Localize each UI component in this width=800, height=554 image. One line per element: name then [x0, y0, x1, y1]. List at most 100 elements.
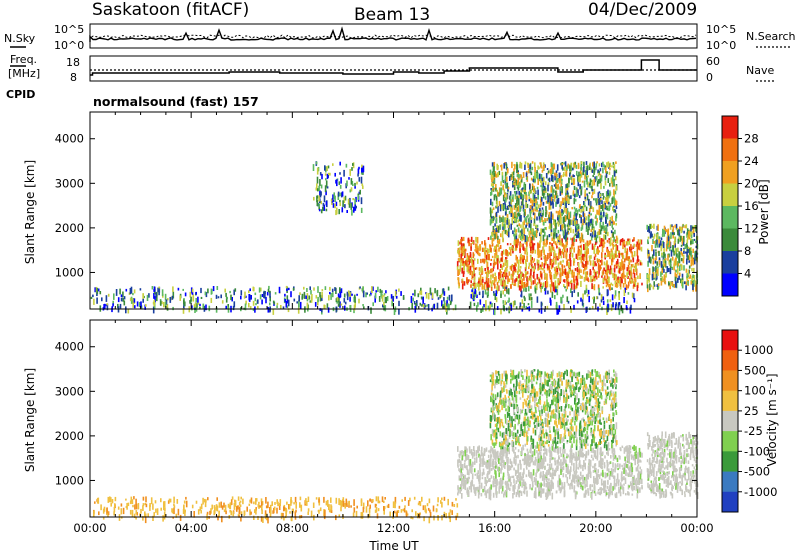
- range-cell: [538, 265, 541, 270]
- range-cell: [623, 476, 625, 481]
- noise-search-line: [89, 34, 697, 40]
- range-cell: [549, 472, 552, 477]
- range-cell: [555, 210, 558, 214]
- range-cell: [482, 453, 484, 460]
- range-cell: [545, 227, 547, 231]
- range-cell: [583, 202, 586, 206]
- range-cell: [545, 448, 548, 456]
- range-cell: [585, 288, 588, 294]
- range-cell: [674, 259, 677, 266]
- range-cell: [522, 226, 525, 233]
- range-cell: [543, 176, 545, 183]
- range-cell: [588, 220, 590, 226]
- range-cell: [652, 272, 655, 278]
- range-cell: [94, 501, 96, 504]
- range-cell: [492, 273, 494, 278]
- range-cell: [597, 473, 600, 478]
- range-cell: [545, 493, 548, 500]
- range-cell: [561, 238, 563, 244]
- range-cell: [370, 292, 372, 296]
- range-cell: [691, 267, 693, 272]
- range-cell: [574, 161, 577, 165]
- range-cell: [570, 219, 573, 225]
- range-cell: [626, 248, 629, 255]
- range-cell: [556, 446, 559, 450]
- range-cell: [537, 165, 539, 170]
- range-cell: [252, 308, 255, 311]
- range-cell: [633, 477, 635, 482]
- range-cell: [624, 456, 626, 461]
- range-cell: [625, 460, 627, 464]
- range-cell: [374, 509, 377, 513]
- range-cell: [565, 202, 567, 208]
- range-cell: [486, 248, 489, 254]
- range-cell: [249, 288, 251, 292]
- range-cell: [556, 268, 558, 272]
- range-cell: [385, 290, 387, 294]
- range-cell: [637, 275, 639, 280]
- range-cell: [601, 464, 603, 470]
- range-cell: [626, 300, 628, 304]
- range-cell: [316, 183, 318, 189]
- range-cell: [276, 305, 278, 308]
- range-cell: [258, 501, 260, 505]
- range-cell: [534, 190, 537, 194]
- range-cell: [491, 177, 493, 183]
- range-cell: [375, 496, 378, 502]
- range-cell: [635, 477, 638, 481]
- range-cell: [673, 284, 676, 288]
- range-cell: [528, 223, 531, 228]
- range-cell: [612, 468, 615, 472]
- range-cell: [515, 190, 518, 195]
- range-cell: [669, 247, 671, 252]
- range-cell: [502, 237, 504, 243]
- range-cell: [584, 271, 587, 278]
- range-cell: [599, 198, 602, 201]
- range-cell: [248, 299, 251, 302]
- range-cell: [470, 470, 473, 474]
- range-cell: [142, 503, 145, 507]
- range-cell: [534, 278, 536, 284]
- range-cell: [338, 301, 340, 306]
- range-cell: [517, 489, 519, 495]
- range-cell: [197, 302, 200, 305]
- range-cell: [265, 497, 267, 504]
- range-cell: [498, 247, 500, 252]
- range-cell: [554, 222, 556, 227]
- range-cell: [423, 303, 426, 309]
- range-cell: [627, 285, 629, 289]
- range-cell: [315, 161, 318, 165]
- range-cell: [496, 225, 498, 228]
- range-cell: [611, 305, 614, 308]
- range-cell: [556, 256, 558, 261]
- range-cell: [199, 303, 201, 306]
- range-cell: [177, 508, 180, 516]
- range-cell: [537, 189, 539, 195]
- range-cell: [602, 239, 604, 242]
- range-cell: [586, 271, 589, 275]
- range-cell: [587, 165, 589, 171]
- range-cell: [598, 460, 600, 468]
- range-cell: [475, 236, 477, 241]
- range-cell: [564, 269, 567, 275]
- range-cell: [675, 273, 678, 278]
- range-cell: [473, 449, 476, 457]
- range-cell: [608, 447, 611, 451]
- range-cell: [563, 199, 566, 203]
- range-cell: [541, 189, 544, 196]
- range-cell: [600, 446, 602, 449]
- range-cell: [669, 259, 672, 263]
- range-cell: [634, 281, 637, 287]
- range-cell: [117, 506, 120, 510]
- range-cell: [494, 223, 496, 227]
- range-cell: [330, 199, 333, 202]
- range-cell: [628, 455, 630, 463]
- range-cell: [563, 235, 566, 240]
- range-cell: [249, 509, 251, 516]
- range-cell: [600, 183, 602, 190]
- range-cell: [518, 234, 520, 239]
- range-cell: [215, 306, 218, 313]
- range-cell: [468, 261, 471, 265]
- range-cell: [476, 243, 478, 251]
- range-cell: [292, 508, 294, 513]
